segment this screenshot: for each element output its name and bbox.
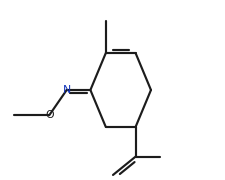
Text: N: N — [62, 85, 70, 95]
Text: O: O — [45, 110, 53, 120]
